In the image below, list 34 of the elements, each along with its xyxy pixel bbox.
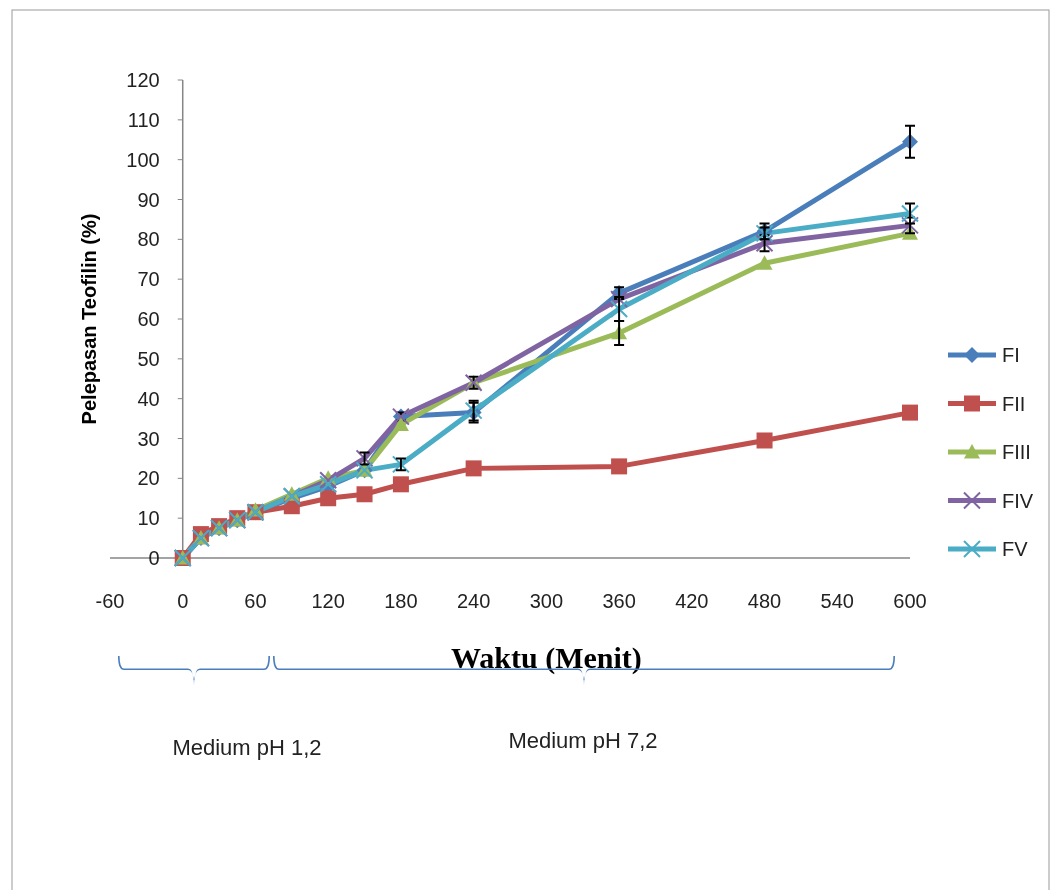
- x-tick-label: 120: [311, 590, 345, 612]
- x-axis-title: Waktu (Menit): [450, 641, 642, 675]
- y-tick-label: 20: [137, 467, 160, 490]
- x-tick-label: 600: [893, 590, 927, 612]
- legend-label: FII: [1002, 392, 1026, 415]
- x-tick-label: -60: [95, 590, 125, 612]
- y-tick-label: 0: [148, 547, 160, 569]
- y-tick-label: 40: [137, 387, 160, 410]
- y-tick-label: 70: [137, 268, 160, 291]
- y-tick-label: 30: [137, 427, 160, 450]
- y-tick-label: 50: [137, 347, 160, 370]
- y-tick-label: 60: [137, 308, 160, 330]
- legend-label: FIV: [1002, 489, 1034, 512]
- text: Medium pH 7,2: [508, 728, 658, 753]
- text: Medium pH 1,2: [172, 735, 322, 760]
- legend-label: FIII: [1002, 441, 1031, 463]
- legend-label: FI: [1002, 344, 1020, 366]
- x-tick-label: 180: [384, 590, 418, 612]
- y-tick-label: 90: [137, 188, 160, 211]
- x-tick-label: 300: [529, 590, 564, 612]
- y-tick-label: 100: [126, 148, 160, 171]
- legend-label: FV: [1002, 538, 1029, 560]
- y-tick-label: 120: [126, 69, 160, 91]
- x-tick-label: 360: [602, 590, 636, 612]
- y-tick-label: 80: [137, 228, 160, 251]
- x-tick-label: 60: [244, 590, 267, 612]
- x-tick-label: 480: [747, 590, 782, 612]
- y-tick-label: 10: [137, 507, 160, 530]
- x-tick-label: 540: [820, 590, 854, 612]
- y-tick-label: 110: [127, 108, 160, 131]
- x-tick-label: 420: [675, 590, 709, 612]
- x-tick-label: 0: [177, 590, 189, 612]
- y-axis-title: Pelepasan Teofilin (%): [78, 213, 100, 425]
- x-tick-label: 240: [456, 590, 491, 612]
